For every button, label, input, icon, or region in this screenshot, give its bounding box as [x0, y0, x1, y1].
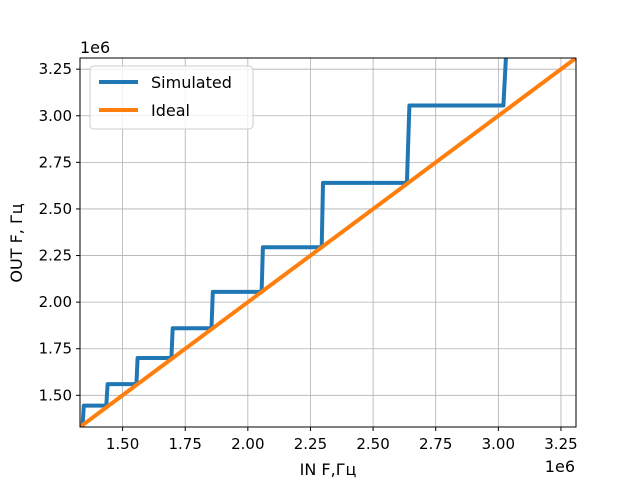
y-tick-label: 3.00 [39, 107, 72, 125]
y-tick-label: 2.50 [39, 200, 72, 218]
x-tick-label: 1.50 [106, 435, 139, 453]
series-line-simulated [80, 58, 508, 427]
y-axis-label: OUT F, Гц [7, 203, 26, 282]
y-tick-label: 2.25 [39, 247, 72, 265]
y-tick-label: 1.50 [39, 386, 72, 404]
y-tick-label: 3.25 [39, 60, 72, 78]
x-tick-label: 2.00 [231, 435, 264, 453]
y-offset-label: 1e6 [80, 38, 110, 57]
x-tick-label: 2.75 [419, 435, 452, 453]
legend-label-ideal: Ideal [151, 101, 190, 120]
y-tick-label: 2.75 [39, 153, 72, 171]
y-tick-label: 2.00 [39, 293, 72, 311]
y-tick-label: 1.75 [39, 340, 72, 358]
x-tick-label: 1.75 [169, 435, 202, 453]
series-layer [80, 58, 576, 427]
x-axis-label: IN F,Гц [300, 460, 357, 479]
plot-frame [79, 57, 577, 428]
x-axis: 1.50 1.75 2.00 2.25 2.50 2.75 3.00 3.25 [106, 427, 578, 453]
x-tick-label: 2.25 [294, 435, 327, 453]
x-tick-label: 3.25 [544, 435, 577, 453]
y-axis: 1.50 1.75 2.00 2.25 2.50 2.75 3.00 3.25 [39, 60, 80, 404]
x-tick-label: 2.50 [356, 435, 389, 453]
x-tick-label: 3.00 [482, 435, 515, 453]
series-line-ideal [80, 58, 576, 427]
grid-lines [80, 58, 576, 427]
legend-label-simulated: Simulated [151, 73, 232, 92]
legend: Simulated Ideal [89, 65, 254, 130]
x-offset-label: 1e6 [545, 457, 575, 476]
